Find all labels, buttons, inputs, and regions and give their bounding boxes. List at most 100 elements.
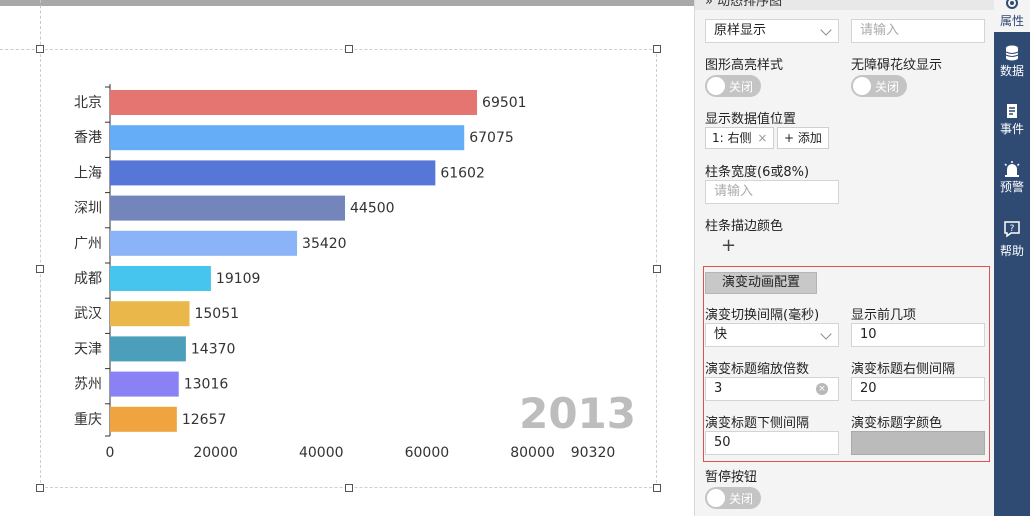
bar-width-input[interactable]: 请输入: [705, 180, 839, 204]
value-label: 15051: [194, 306, 239, 322]
nav-item-events[interactable]: 事件: [994, 102, 1030, 144]
title-color-label: 演变标题字颜色: [851, 416, 943, 431]
title-scale-input[interactable]: 3 ×: [705, 377, 839, 401]
event-icon: [1007, 104, 1017, 118]
x-tick-label: 40000: [299, 445, 344, 461]
bar-8: [110, 371, 179, 397]
toggle-knob: [707, 77, 725, 95]
bar-6: [110, 301, 190, 327]
category-label: 天津: [74, 341, 102, 357]
bar-5: [110, 266, 211, 291]
x-tick-label: 60000: [405, 445, 450, 461]
category-label: 深圳: [74, 201, 102, 217]
resize-handle-left[interactable]: [36, 265, 44, 273]
resize-handle-top[interactable]: [345, 45, 353, 53]
add-position-button[interactable]: + 添加: [777, 127, 829, 149]
toggle-knob: [707, 489, 725, 507]
title-color-picker[interactable]: [851, 431, 985, 455]
data-value-position-tag[interactable]: 1: 右侧 ×: [705, 127, 775, 149]
title-scale-label: 演变标题缩放倍数: [705, 362, 810, 377]
bar-0: [110, 90, 478, 115]
toggle-label: 关闭: [729, 80, 754, 94]
top-n-label: 显示前几项: [851, 308, 917, 323]
resize-handle-bottom-right[interactable]: [653, 484, 661, 492]
gear-icon: [1006, 0, 1018, 9]
value-label: 13016: [184, 377, 229, 393]
title-scale-value: 3: [714, 381, 723, 396]
alarm-icon: [1004, 161, 1020, 177]
side-navigation: 属性 数据 事件 预警 ? 帮助: [994, 0, 1030, 516]
clear-icon[interactable]: ×: [816, 383, 828, 395]
tag-text: 1: 右侧: [712, 131, 752, 145]
category-label: 香港: [74, 130, 102, 146]
resize-handle-bottom-left[interactable]: [36, 484, 44, 492]
svg-text:?: ?: [1010, 224, 1015, 234]
category-label: 北京: [74, 95, 102, 111]
switch-interval-label: 演变切换间隔(毫秒): [705, 308, 820, 323]
chevron-down-icon: [820, 24, 832, 36]
nav-item-alarm[interactable]: 预警: [994, 160, 1030, 202]
nav-label: 数据: [999, 64, 1024, 78]
top-n-input[interactable]: 10: [851, 323, 985, 347]
toggle-knob: [853, 77, 871, 95]
bar-9: [110, 406, 177, 432]
value-label: 35420: [302, 236, 347, 252]
year-title: 2013: [519, 389, 636, 438]
category-label: 上海: [74, 165, 102, 181]
nav-label: 预警: [999, 180, 1024, 194]
switch-interval-select[interactable]: 快: [705, 323, 839, 347]
guide-line-horizontal: [0, 49, 40, 50]
panel-title: » 动态排序图: [705, 0, 783, 9]
value-label: 67075: [469, 130, 514, 146]
value-label: 19109: [216, 271, 261, 287]
bar-7: [110, 336, 186, 362]
panel-header: » 动态排序图: [695, 0, 994, 10]
title-right-gap-input[interactable]: 20: [851, 377, 985, 401]
category-label: 苏州: [74, 377, 102, 393]
help-icon: ?: [1004, 221, 1020, 238]
data-value-position-label: 显示数据值位置: [705, 112, 797, 127]
bar-race-chart: 北京 69501 香港 67075 上海 61602 深圳 44500 广州 35420 成都 191…: [74, 84, 636, 461]
accessibility-pattern-label: 无障碍花纹显示: [851, 58, 943, 73]
nav-item-properties[interactable]: 属性: [994, 0, 1030, 32]
animation-config-section: [703, 266, 990, 462]
nav-item-data[interactable]: 数据: [994, 44, 1030, 86]
chevron-down-icon: [820, 328, 832, 340]
nav-item-help[interactable]: ? 帮助: [994, 220, 1030, 268]
title-bottom-gap-input[interactable]: 50: [705, 431, 839, 455]
value-label: 61602: [440, 165, 485, 181]
value-label: 44500: [350, 201, 395, 217]
toggle-label: 关闭: [729, 492, 754, 506]
bar-1: [110, 125, 465, 151]
add-stroke-color-button[interactable]: +: [721, 235, 737, 256]
category-label: 广州: [74, 236, 102, 252]
value-label: 12657: [182, 412, 227, 428]
nav-label: 帮助: [999, 244, 1024, 258]
properties-panel: » 动态排序图 原样显示 请输入 图形高亮样式 关闭 无障碍花纹显示 关闭 显示…: [694, 0, 994, 516]
database-icon: [1005, 45, 1019, 61]
accessibility-pattern-toggle[interactable]: 关闭: [851, 75, 907, 97]
highlight-style-toggle[interactable]: 关闭: [705, 75, 761, 97]
value-label: 69501: [482, 95, 527, 111]
bar-width-label: 柱条宽度(6或8%): [705, 165, 810, 180]
display-mode-value: 原样显示: [714, 23, 767, 38]
close-icon[interactable]: ×: [757, 131, 768, 145]
design-canvas[interactable]: 北京 69501 香港 67075 上海 61602 深圳 44500 广州 35420 成都 191…: [0, 0, 694, 516]
resize-handle-top-right[interactable]: [653, 45, 661, 53]
x-tick-label: 90320: [571, 445, 616, 461]
bar-stroke-color-label: 柱条描边颜色: [705, 219, 784, 234]
x-tick-label: 80000: [510, 445, 555, 461]
resize-handle-top-left[interactable]: [36, 45, 44, 53]
top-text-input[interactable]: 请输入: [851, 19, 985, 43]
pause-button-label: 暂停按钮: [705, 470, 758, 485]
title-right-gap-label: 演变标题右侧间隔: [851, 362, 956, 377]
animation-config-button[interactable]: 演变动画配置: [705, 272, 817, 294]
guide-line-vertical: [40, 0, 41, 50]
resize-handle-bottom[interactable]: [345, 484, 353, 492]
bar-4: [110, 230, 298, 256]
canvas-top-scrollbar[interactable]: [0, 0, 694, 6]
x-tick-label: 20000: [193, 445, 238, 461]
display-mode-select[interactable]: 原样显示: [705, 19, 839, 43]
pause-button-toggle[interactable]: 关闭: [705, 487, 761, 509]
resize-handle-right[interactable]: [653, 265, 661, 273]
